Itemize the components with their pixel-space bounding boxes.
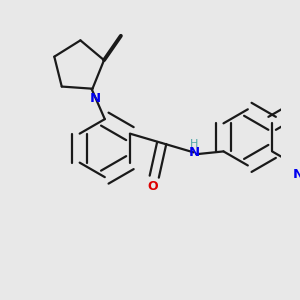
Text: N: N <box>90 92 101 105</box>
Text: N: N <box>293 168 300 181</box>
Text: N: N <box>189 146 200 159</box>
Text: O: O <box>147 181 158 194</box>
Text: H: H <box>190 139 199 149</box>
